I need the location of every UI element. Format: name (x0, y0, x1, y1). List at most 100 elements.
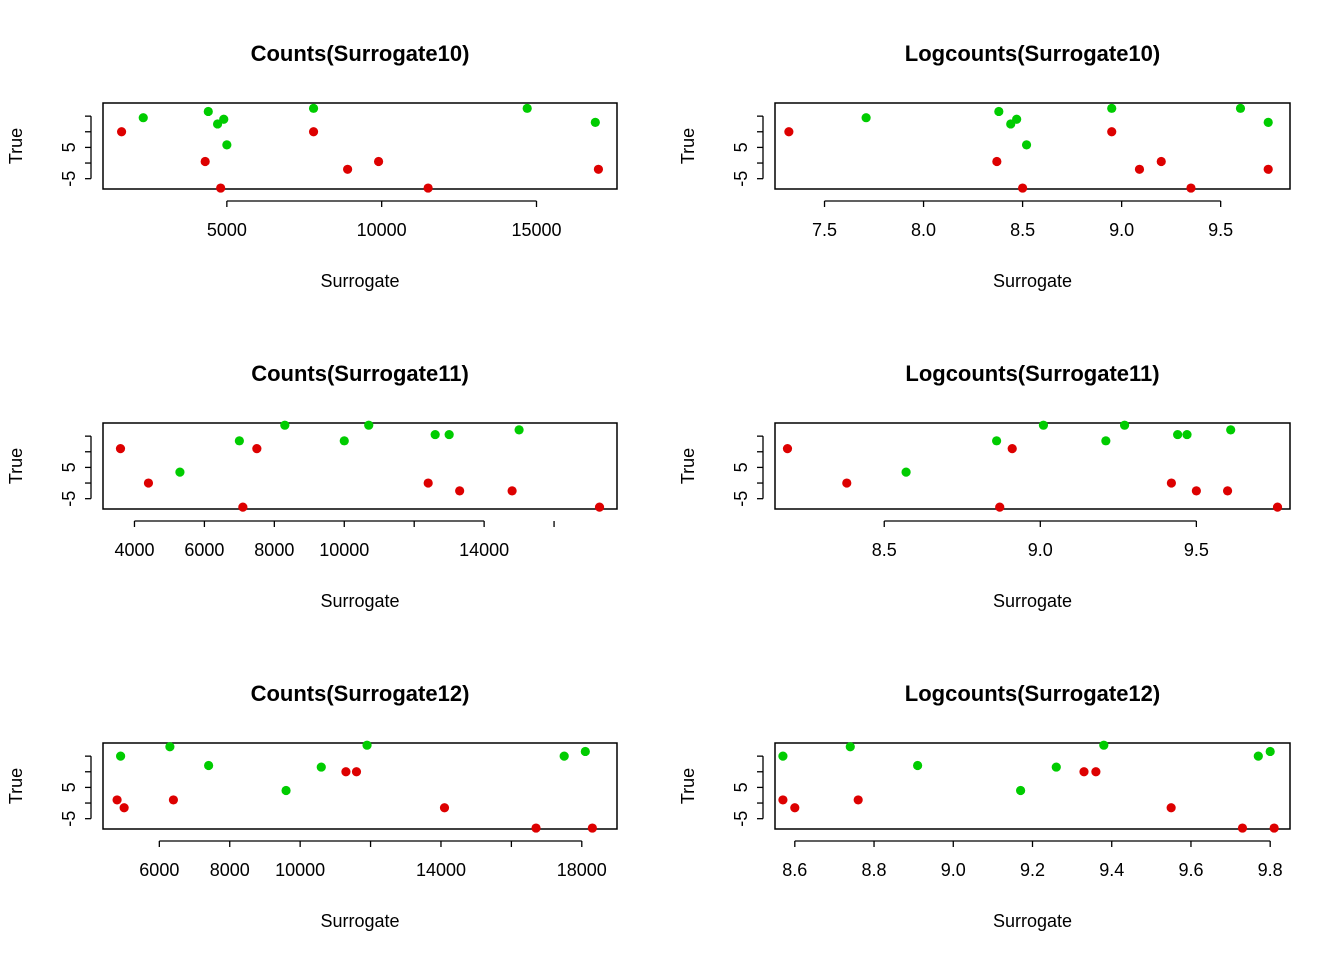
data-point (116, 751, 126, 761)
panel-3: Logcounts(Surrogate11) 8.5 9.0 9.5 5 -5 Surrog… (678, 361, 1291, 611)
data-point (364, 420, 374, 430)
data-point (778, 795, 788, 805)
y-axis-title: True (678, 448, 698, 484)
x-tick-label: 10000 (357, 220, 407, 240)
data-point (1099, 740, 1109, 750)
y-tick-label: 5 (731, 462, 751, 472)
x-axis-title: Surrogate (993, 911, 1072, 931)
x-tick-label: 9.0 (1028, 540, 1053, 560)
data-point (1191, 486, 1201, 496)
data-point (861, 113, 871, 123)
data-point (531, 823, 541, 833)
x-tick-label: 9.0 (1109, 220, 1134, 240)
data-point (913, 760, 923, 771)
data-point (1263, 117, 1273, 127)
chart-title: Logcounts(Surrogate12) (905, 681, 1160, 706)
data-point (901, 467, 911, 477)
data-point (994, 106, 1004, 117)
data-point (119, 803, 129, 813)
x-tick-label: 18000 (557, 860, 607, 880)
data-point (351, 767, 362, 777)
data-point (116, 127, 127, 137)
data-point (1107, 127, 1117, 137)
data-point (138, 113, 148, 123)
data-point (423, 183, 433, 193)
data-point (1263, 164, 1273, 174)
x-axis-title: Surrogate (320, 591, 399, 611)
data-point (1091, 767, 1101, 777)
data-point (784, 127, 794, 137)
plot-frame (102, 422, 618, 510)
chart-title: Counts(Surrogate12) (251, 681, 470, 706)
chart-title: Logcounts(Surrogate11) (905, 361, 1159, 386)
chart-title: Counts(Surrogate11) (251, 361, 469, 386)
panel-2: Counts(Surrogate11) 4000 6000 8000 10000 1400… (6, 361, 618, 611)
data-point (1269, 823, 1279, 833)
data-point (430, 429, 440, 440)
x-tick-label: 15000 (511, 220, 561, 240)
data-point (238, 502, 248, 512)
data-point (204, 760, 214, 771)
x-tick-label: 8.6 (782, 860, 807, 880)
plot-frame (102, 102, 618, 190)
data-point (1134, 164, 1145, 174)
panel-1: Logcounts(Surrogate10) 7.5 8.0 8.5 9.0 9.5 5 -5… (678, 41, 1291, 291)
x-axis-title: Surrogate (320, 911, 399, 931)
data-point (1016, 785, 1026, 796)
y-tick-label: -5 (59, 491, 79, 507)
data-point (845, 742, 855, 752)
x-tick-label: 8.0 (911, 220, 936, 240)
data-point (281, 785, 291, 796)
data-point (1038, 420, 1049, 430)
data-point (514, 425, 524, 435)
data-point (222, 140, 232, 150)
plot-frame (102, 742, 618, 830)
data-point (559, 751, 569, 761)
data-point (1007, 444, 1017, 454)
x-tick-label: 10000 (319, 540, 369, 560)
x-tick-label: 9.8 (1258, 860, 1283, 880)
data-point (1107, 103, 1117, 113)
plot-frame (774, 422, 1291, 510)
y-axis-title: True (678, 128, 698, 164)
data-point (216, 183, 226, 193)
data-point (995, 502, 1005, 512)
data-point (1166, 803, 1176, 813)
data-point (112, 795, 122, 805)
data-point (203, 106, 213, 117)
data-point (507, 486, 517, 496)
x-tick-label: 9.6 (1178, 860, 1203, 880)
data-point (782, 444, 793, 454)
data-point (219, 114, 229, 124)
y-tick-label: -5 (59, 171, 79, 187)
y-tick-label: -5 (731, 171, 751, 187)
x-tick-label: 9.4 (1099, 860, 1124, 880)
data-point (280, 420, 290, 430)
y-tick-label: -5 (59, 811, 79, 827)
y-axis-title: True (6, 128, 26, 164)
data-point (1237, 823, 1248, 833)
data-point (444, 429, 454, 440)
data-point (1017, 183, 1028, 193)
data-point (1012, 114, 1022, 124)
data-point (308, 103, 319, 113)
panel-0: Counts(Surrogate10) 5000 10000 15000 5 -5 Surr… (6, 41, 618, 291)
data-point (423, 478, 433, 488)
data-point (1222, 486, 1233, 496)
data-point (252, 444, 262, 454)
data-point (587, 823, 597, 833)
y-tick-label: 5 (59, 462, 79, 472)
data-point (143, 478, 154, 488)
y-tick-label: -5 (731, 491, 751, 507)
x-tick-label: 10000 (275, 860, 325, 880)
data-point (1021, 140, 1032, 150)
data-point (362, 740, 372, 750)
data-point (439, 803, 450, 813)
data-point (1182, 429, 1192, 440)
data-point (594, 502, 605, 512)
x-tick-label: 5000 (207, 220, 247, 240)
data-point (1226, 425, 1236, 435)
x-tick-label: 8.8 (862, 860, 887, 880)
data-point (373, 156, 384, 167)
